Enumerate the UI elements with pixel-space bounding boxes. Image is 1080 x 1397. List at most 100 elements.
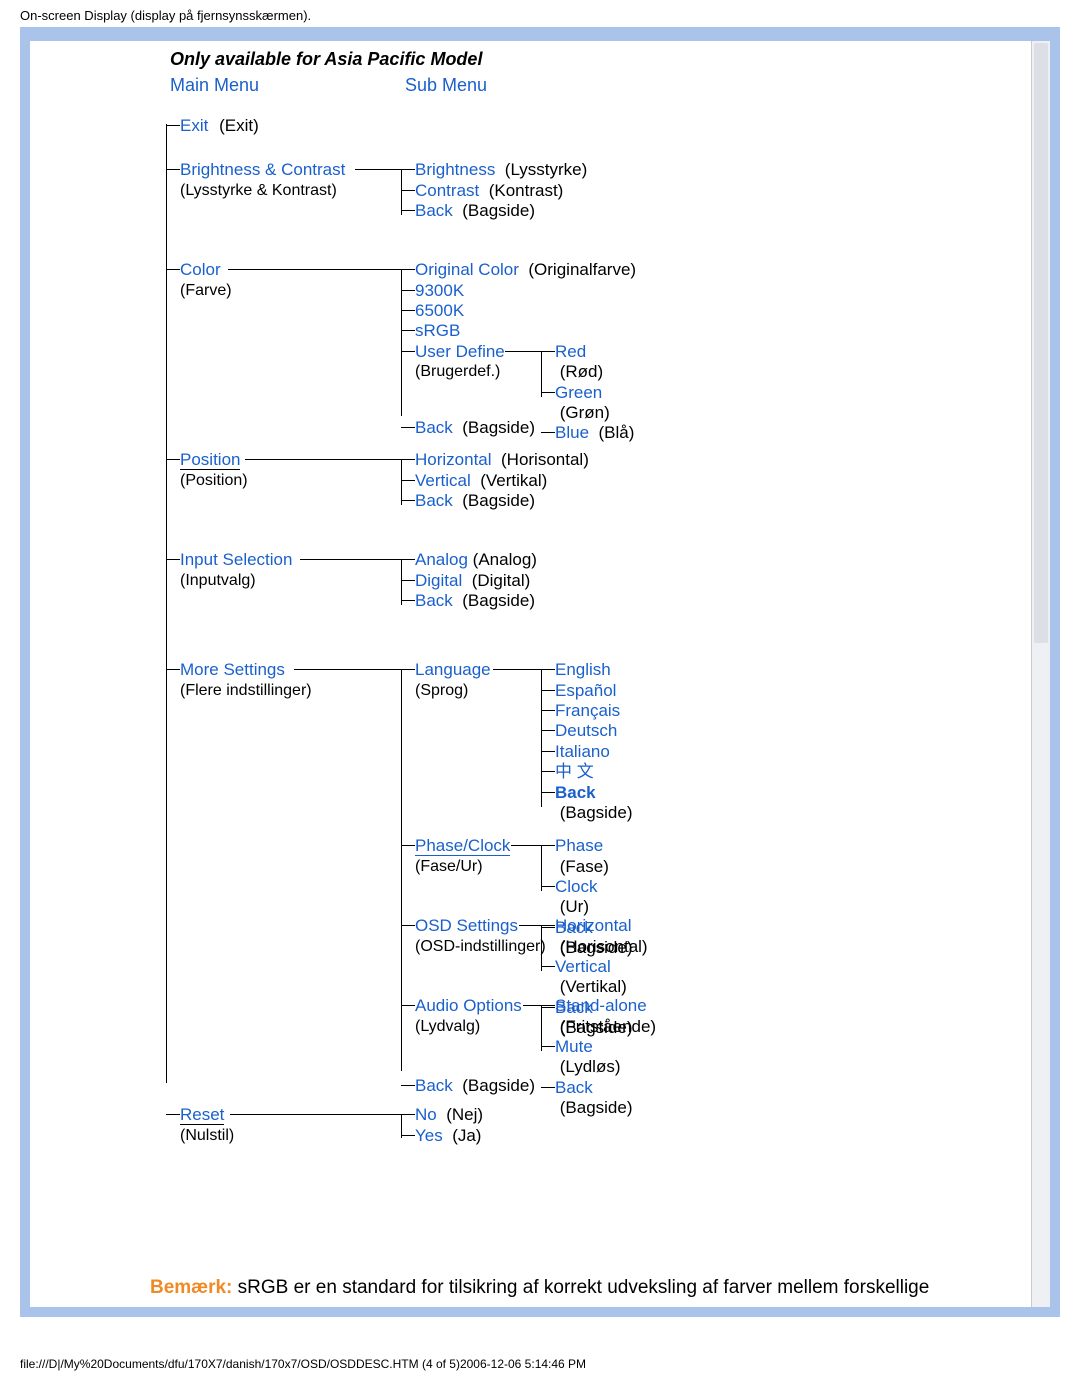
sub-label: 9300K xyxy=(415,281,464,300)
sub-label: Horizontal xyxy=(555,916,632,935)
position-sub: Horizontal (Horisontal) Vertical (Vertik… xyxy=(415,450,589,511)
sub-label: Deutsch xyxy=(555,721,617,740)
lang-item: 中 文 xyxy=(555,762,632,782)
sub-label: 中 文 xyxy=(555,762,594,781)
sub-label: Back xyxy=(555,1078,593,1097)
lang-item: Deutsch xyxy=(555,721,632,741)
brightness-item: Back (Bagside) xyxy=(415,201,587,221)
page-footer: file:///D|/My%20Documents/dfu/170X7/dani… xyxy=(0,1357,1080,1381)
sub-trans: (Sprog) xyxy=(415,681,546,700)
sub-label: 6500K xyxy=(415,301,464,320)
sub-trans: (Nej) xyxy=(446,1105,483,1124)
sub-trans: (Ur) xyxy=(560,897,589,916)
sub-label: Clock xyxy=(555,877,598,896)
lang-item: Italiano xyxy=(555,742,632,762)
sub-label: Contrast xyxy=(415,181,479,200)
more-label-block: More Settings (Flere indstillinger) xyxy=(180,660,312,700)
sub-trans: (Bagside) xyxy=(462,418,535,437)
more-label: More Settings xyxy=(180,660,285,679)
column-headers: Main Menu Sub Menu xyxy=(170,75,1030,97)
content-area: Only available for Asia Pacific Model Ma… xyxy=(30,41,1050,1195)
sub-trans: (Vertikal) xyxy=(480,471,547,490)
sub-trans: (Lydløs) xyxy=(560,1057,621,1076)
sub-trans: (Bagside) xyxy=(462,491,535,510)
position-label-block: Position (Position) xyxy=(180,450,248,490)
position-item: Back (Bagside) xyxy=(415,491,589,511)
sub-label: Back xyxy=(415,1076,453,1095)
sub-label: Audio Options xyxy=(415,996,522,1015)
color-item: Back (Bagside) xyxy=(415,418,636,438)
sub-label: Back xyxy=(415,418,453,437)
sub-label: Green xyxy=(555,383,602,402)
menu-color: Color (Farve) Original Color (Originalfa… xyxy=(180,260,1030,430)
audio-item: Mute (Lydløs) xyxy=(555,1037,656,1078)
reset-trans: (Nulstil) xyxy=(180,1126,234,1145)
sub-trans: (Bagside) xyxy=(462,1076,535,1095)
col-sub: Sub Menu xyxy=(405,75,487,97)
exit-trans: (Exit) xyxy=(219,116,259,135)
sub-trans: (Fase/Ur) xyxy=(415,857,546,876)
sub-trans: (Vertikal) xyxy=(560,977,627,996)
sub-label: OSD Settings xyxy=(415,916,518,935)
sub-label: No xyxy=(415,1105,437,1124)
sub-trans: (Fase) xyxy=(560,857,609,876)
sub-label: Vertical xyxy=(555,957,611,976)
menu-reset: Reset (Nulstil) No (Nej) Yes (Ja) xyxy=(180,1105,1030,1155)
tree-vline xyxy=(166,124,167,1083)
note-body: sRGB er en standard for tilsikring af ko… xyxy=(232,1277,929,1298)
sub-trans: (Analog) xyxy=(473,550,537,569)
brightness-sub: Brightness (Lysstyrke) Contrast (Kontras… xyxy=(415,160,587,221)
lang-item: Español xyxy=(555,681,632,701)
sub-label: English xyxy=(555,660,611,679)
brightness-label-block: Brightness & Contrast (Lysstyrke & Kontr… xyxy=(180,160,345,200)
brightness-trans: (Lysstyrke & Kontrast) xyxy=(180,181,345,200)
brightness-item: Brightness (Lysstyrke) xyxy=(415,160,587,180)
sub-label: Original Color xyxy=(415,260,519,279)
menu-tree: Exit (Exit) Brightness & Contrast (Lysst… xyxy=(180,116,1030,1155)
input-item: Back (Bagside) xyxy=(415,591,537,611)
osd-item: Horizontal (Horisontal) xyxy=(555,916,648,957)
more-audio: Audio Options (Lydvalg) Stand-alone (Fri… xyxy=(415,996,546,1076)
sub-label: Español xyxy=(555,681,616,700)
sub-label: Phase/Clock xyxy=(415,836,510,856)
reset-sub: No (Nej) Yes (Ja) xyxy=(415,1105,483,1146)
sub-label: Horizontal xyxy=(415,450,492,469)
sub-label: Back xyxy=(555,783,596,802)
sub-label: Stand-alone xyxy=(555,996,647,1015)
exit-label: Exit xyxy=(180,116,208,135)
sub-label: Italiano xyxy=(555,742,610,761)
reset-item: No (Nej) xyxy=(415,1105,483,1125)
sub-label: Language xyxy=(415,660,491,679)
color-trans: (Farve) xyxy=(180,281,232,300)
sub-label: Mute xyxy=(555,1037,593,1056)
brightness-label: Brightness & Contrast xyxy=(180,160,345,179)
note-prefix: Bemærk: xyxy=(150,1277,232,1298)
input-item: Analog (Analog) xyxy=(415,550,537,570)
color-item: Original Color (Originalfarve) xyxy=(415,260,636,280)
sub-trans: (Digital) xyxy=(472,571,531,590)
brightness-item: Contrast (Kontrast) xyxy=(415,181,587,201)
sub-label: Back xyxy=(415,591,453,610)
color-item: 6500K xyxy=(415,301,636,321)
color-label-block: Color (Farve) xyxy=(180,260,232,300)
audio-item: Stand-alone (Fritstående) xyxy=(555,996,656,1037)
sub-trans: (Fritstående) xyxy=(560,1017,656,1036)
sub-trans: (OSD-indstillinger) xyxy=(415,937,546,956)
sub-trans: (Bagside) xyxy=(462,591,535,610)
reset-label-block: Reset (Nulstil) xyxy=(180,1105,234,1145)
reset-item: Yes (Ja) xyxy=(415,1126,483,1146)
page-header: On-screen Display (display på fjernsynss… xyxy=(0,0,1080,27)
sub-label: Back xyxy=(415,491,453,510)
sub-label: Brightness xyxy=(415,160,495,179)
position-trans: (Position) xyxy=(180,471,248,490)
menu-brightness: Brightness & Contrast (Lysstyrke & Kontr… xyxy=(180,160,1030,240)
rgb-item: Red (Rød) xyxy=(555,342,636,383)
sub-trans: (Kontrast) xyxy=(489,181,564,200)
color-item: sRGB xyxy=(415,321,636,341)
sub-trans: (Lydvalg) xyxy=(415,1017,546,1036)
more-trans: (Flere indstillinger) xyxy=(180,681,312,700)
sub-label: Red xyxy=(555,342,586,361)
menu-more: More Settings (Flere indstillinger) Lang… xyxy=(180,660,1030,1085)
col-main: Main Menu xyxy=(170,75,405,97)
lang-item: English xyxy=(555,660,632,680)
